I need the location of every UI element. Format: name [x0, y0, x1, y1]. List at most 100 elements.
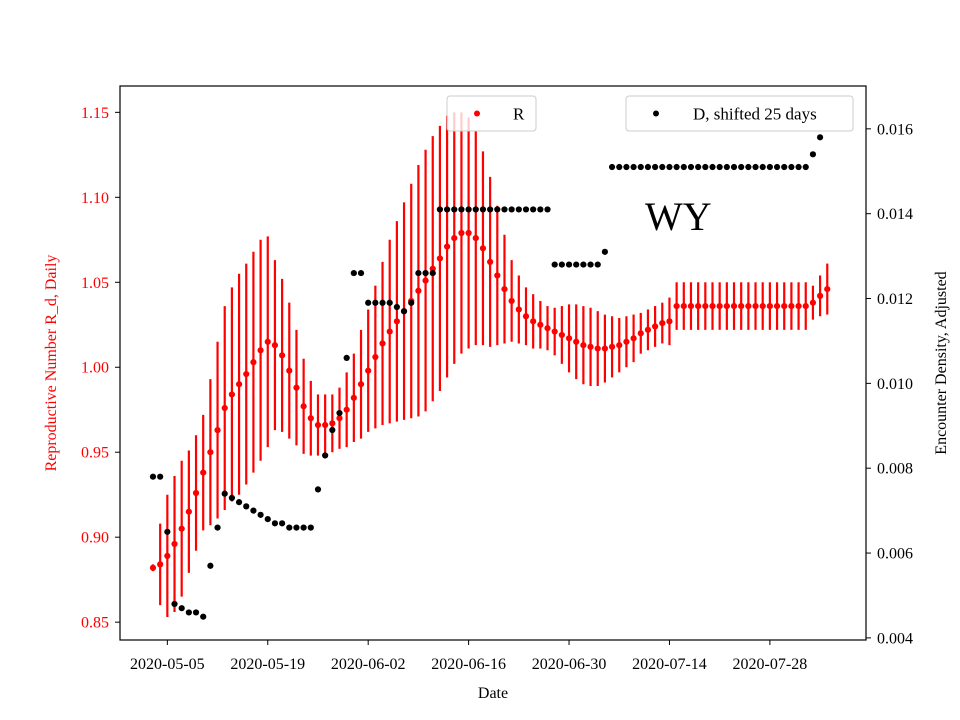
d-point	[264, 516, 271, 523]
d-point	[443, 206, 451, 213]
r-point	[730, 302, 738, 310]
r-point	[809, 299, 817, 306]
r-point	[537, 321, 544, 328]
r-point	[279, 352, 286, 359]
r-point	[501, 285, 508, 293]
d-point	[745, 163, 752, 171]
d-point	[759, 163, 766, 171]
d-point	[157, 473, 164, 480]
legend-d-box	[625, 95, 854, 132]
d-point	[773, 163, 781, 171]
r-point	[357, 381, 365, 388]
x-tick-label: 2020-07-14	[632, 656, 707, 673]
r-point	[616, 342, 623, 349]
d-point	[322, 452, 329, 459]
d-point	[637, 163, 644, 171]
d-point	[544, 206, 551, 213]
r-point	[709, 302, 716, 310]
r-point	[465, 229, 472, 237]
r-point	[752, 302, 759, 310]
r-point	[200, 469, 207, 476]
d-point	[235, 499, 243, 506]
d-point	[307, 524, 314, 531]
x-axis-title: Date	[478, 685, 508, 702]
r-point	[673, 302, 680, 310]
legend-d: D, shifted 25 days	[625, 95, 854, 132]
d-point	[816, 134, 824, 141]
d-point	[788, 163, 795, 171]
right-y-axis-ticks: 0.004 0.006 0.008 0.010 0.012 0.014 0.016	[866, 121, 913, 647]
r-point	[687, 302, 695, 310]
r-point	[472, 234, 479, 242]
d-point	[580, 261, 587, 268]
d-point	[508, 206, 515, 213]
r-point	[350, 394, 357, 401]
r-point	[824, 285, 831, 293]
r-point	[365, 367, 372, 374]
r-point	[235, 381, 243, 388]
d-point	[329, 426, 336, 434]
d-point	[192, 609, 200, 616]
state-label: WY	[645, 194, 712, 239]
r-point	[522, 313, 530, 320]
r-point	[257, 347, 264, 354]
d-point	[802, 163, 809, 171]
d-point	[479, 206, 487, 213]
r-point	[149, 564, 157, 571]
d-point	[644, 163, 652, 171]
d-point	[393, 303, 400, 311]
r-point	[293, 384, 300, 391]
r-point	[271, 342, 279, 349]
d-point	[164, 528, 171, 535]
x-tick-label: 2020-06-30	[532, 656, 607, 673]
r-point	[608, 343, 616, 350]
r-point	[207, 449, 214, 456]
d-point	[565, 261, 573, 268]
d-point	[623, 163, 630, 171]
legend-r-box	[446, 95, 537, 132]
r-point	[458, 229, 465, 237]
d-point	[221, 490, 228, 497]
d-point	[594, 261, 601, 268]
r-point	[795, 302, 802, 310]
r-point	[623, 338, 630, 345]
r-point	[601, 345, 609, 352]
d-point	[587, 261, 594, 268]
x-tick-label: 2020-06-02	[331, 656, 406, 673]
d-point	[680, 163, 687, 171]
d-point	[185, 609, 192, 616]
d-point	[695, 163, 702, 171]
d-point	[250, 507, 257, 514]
r-point	[314, 421, 322, 429]
r-point	[243, 370, 250, 378]
r-point	[343, 406, 350, 413]
d-point	[687, 163, 695, 171]
x-tick-label: 2020-06-16	[431, 656, 506, 673]
r-point	[286, 367, 293, 374]
right-tick-label: 0.008	[877, 461, 913, 478]
r-point	[264, 338, 271, 345]
r-series-layer	[149, 112, 831, 618]
d-point	[386, 299, 393, 306]
r-point	[329, 420, 336, 427]
d-point	[372, 299, 379, 306]
right-y-axis-title: Encounter Density, Adjusted	[933, 271, 950, 454]
r-point	[508, 297, 515, 305]
right-tick-label: 0.004	[877, 630, 913, 647]
d-point	[781, 163, 788, 171]
d-point	[429, 269, 436, 277]
left-tick-label: 0.95	[81, 445, 109, 462]
legend-d-label: D, shifted 25 days	[693, 105, 817, 124]
r-point	[816, 292, 824, 299]
d-point	[228, 494, 235, 501]
r-point	[773, 302, 781, 310]
legend-d-marker	[653, 110, 659, 117]
r-point	[307, 415, 314, 422]
d-point	[271, 520, 279, 527]
d-point	[537, 206, 544, 213]
r-point	[214, 427, 221, 434]
r-point	[716, 302, 723, 310]
d-point	[551, 261, 558, 268]
d-point	[365, 299, 372, 306]
